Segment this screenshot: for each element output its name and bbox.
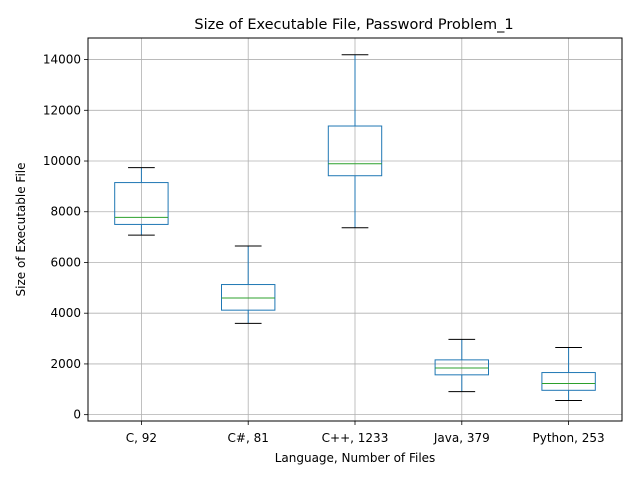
y-tick-label: 6000	[50, 255, 81, 269]
iqr-box	[114, 182, 169, 225]
y-tick-label: 2000	[50, 357, 81, 371]
x-tick-label: C, 92	[126, 431, 157, 445]
x-tick-label: C#, 81	[228, 431, 269, 445]
iqr-box	[327, 125, 383, 177]
y-tick-label: 12000	[43, 103, 81, 117]
chart-title: Size of Executable File, Password Proble…	[194, 17, 513, 33]
y-tick-label: 8000	[50, 205, 81, 219]
iqr-box	[434, 359, 490, 376]
x-tick-label: C++, 1233	[322, 431, 389, 445]
x-axis-ticks: C, 92 C#, 81 C++, 1233 Java, 379 Python, 253	[126, 421, 605, 445]
y-tick-label: 14000	[43, 53, 81, 67]
x-tick-label: Java, 379	[433, 431, 490, 445]
y-tick-label: 10000	[43, 154, 81, 168]
x-axis-label: Language, Number of Files	[275, 451, 436, 465]
box-series	[114, 54, 596, 401]
iqr-box	[221, 284, 276, 311]
y-axis-ticks: 0 2000 4000 6000 8000 10000 12000 14000	[43, 53, 88, 422]
y-tick-label: 4000	[50, 306, 81, 320]
y-axis-label: Size of Executable File	[14, 162, 28, 296]
x-tick-label: Python, 253	[533, 431, 605, 445]
iqr-box	[541, 372, 596, 391]
y-tick-label: 0	[73, 408, 81, 422]
